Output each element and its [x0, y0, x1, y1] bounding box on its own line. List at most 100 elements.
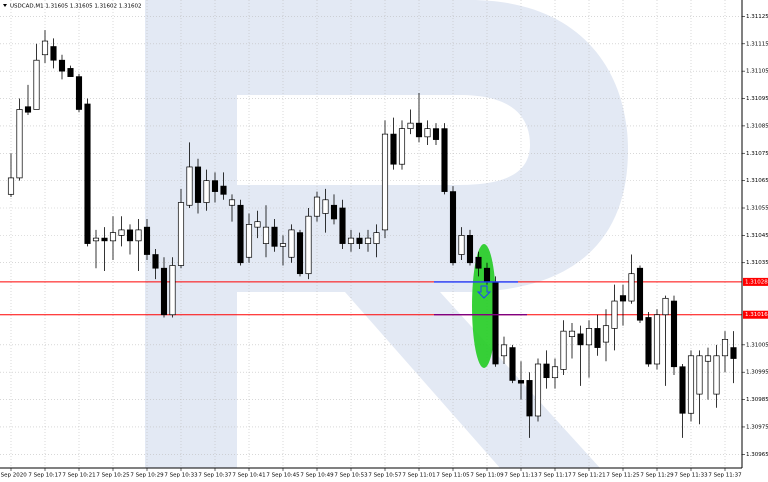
candle-body: [279, 243, 287, 247]
y-tick-label: 1.31065: [746, 178, 768, 184]
candle-body: [296, 232, 304, 275]
candle-body: [407, 122, 414, 129]
candle-body: [577, 333, 584, 346]
candle-body: [449, 191, 457, 264]
candle-body: [381, 133, 389, 231]
candle-body: [585, 328, 593, 346]
x-tick-label: 7 Sep 11:21: [572, 473, 605, 479]
candle-body: [509, 347, 516, 381]
candle-body: [432, 128, 440, 140]
candle-body: [101, 237, 108, 242]
x-tick-label: 7 Sep 2020: [0, 473, 27, 479]
title-icon: [3, 4, 7, 7]
level-label-box: [743, 310, 768, 319]
candle-body: [713, 355, 720, 395]
watermark-stem: [145, 0, 237, 468]
candle-body: [58, 59, 66, 72]
candle-body: [194, 166, 202, 203]
candle-body: [126, 229, 134, 242]
candle-body: [653, 314, 661, 365]
candle-body: [398, 128, 406, 165]
x-tick-label: 7 Sep 10:53: [334, 473, 368, 479]
x-tick-label: 7 Sep 10:33: [164, 473, 198, 479]
candle-body: [288, 229, 295, 258]
candle-body: [50, 46, 57, 61]
candle-body: [424, 128, 431, 138]
candle-body: [92, 237, 100, 242]
y-tick-label: 1.30995: [746, 370, 768, 376]
candle-body: [211, 180, 219, 192]
level-label: 1.31028: [745, 279, 768, 285]
candle-body: [696, 355, 703, 395]
x-tick-label: 7 Sep 11:33: [674, 473, 708, 479]
candle-body: [41, 40, 49, 56]
candle-body: [152, 254, 159, 269]
candle-body: [602, 325, 610, 343]
candle-body: [543, 363, 550, 379]
level-label-box: [743, 277, 768, 286]
candle-body: [390, 133, 397, 165]
y-tick-label: 1.31085: [746, 123, 768, 129]
candles: [7, 30, 737, 438]
candle-body: [679, 366, 686, 414]
candle-body: [662, 297, 669, 316]
candle-body: [364, 237, 372, 244]
candle-body: [228, 199, 236, 206]
watermark: [145, 0, 628, 468]
candle-body: [611, 300, 618, 329]
candle-body: [16, 109, 23, 179]
candle-body: [373, 232, 380, 244]
candle-body: [568, 330, 576, 337]
candle-body: [84, 103, 91, 244]
candle-body: [441, 128, 448, 192]
candle-body: [186, 166, 193, 206]
x-tick-label: 7 Sep 11:09: [470, 473, 504, 479]
candle-body: [339, 207, 346, 244]
candle-body: [245, 224, 253, 258]
candle-body: [704, 355, 712, 362]
candle-body: [551, 366, 559, 379]
x-tick-label: 7 Sep 11:37: [708, 473, 742, 479]
candle-body: [177, 202, 185, 266]
y-tick-label: 1.31045: [746, 233, 768, 239]
candle-body: [262, 226, 270, 244]
candle-body: [670, 300, 678, 368]
candle-body: [254, 221, 261, 228]
candle-body: [7, 177, 15, 195]
candle-body: [203, 180, 210, 203]
y-tick-label: 1.31125: [746, 14, 768, 20]
candle-body: [271, 226, 278, 247]
candle-body: [75, 76, 83, 110]
candle-body: [305, 215, 312, 275]
candle-body: [636, 267, 644, 321]
x-tick-label: 7 Sep 10:37: [198, 473, 232, 479]
candle-body: [33, 59, 40, 110]
candle-body: [347, 237, 355, 244]
candle-body: [500, 344, 508, 357]
candle-body: [322, 199, 329, 214]
candle-body: [687, 355, 695, 414]
candle-body: [109, 232, 117, 242]
candle-body: [483, 267, 491, 283]
x-tick-label: 7 Sep 10:45: [266, 473, 300, 479]
candle-body: [313, 196, 321, 217]
candle-body: [475, 256, 482, 269]
watermark-bowl: [237, 0, 628, 468]
overlay: [434, 281, 527, 316]
x-tick-label: 7 Sep 10:17: [28, 473, 62, 479]
y-tick-label: 1.30975: [746, 424, 768, 430]
x-tick-label: 7 Sep 10:25: [96, 473, 130, 479]
x-tick-label: 7 Sep 10:21: [62, 473, 95, 479]
x-tick-label: 7 Sep 10:41: [232, 473, 265, 479]
x-tick-label: 7 Sep 10:29: [130, 473, 164, 479]
y-tick-label: 1.31075: [746, 151, 768, 157]
x-tick-label: 7 Sep 11:01: [402, 473, 435, 479]
candle-body: [517, 380, 525, 384]
candle-body: [645, 317, 652, 365]
chart-title: USDCAD,M1 1.31605 1.31605 1.31602 1.3160…: [10, 4, 142, 10]
candle-body: [356, 237, 363, 244]
candle-body: [466, 235, 474, 264]
x-tick-label: 7 Sep 11:13: [504, 473, 538, 479]
candle-body: [67, 68, 74, 77]
